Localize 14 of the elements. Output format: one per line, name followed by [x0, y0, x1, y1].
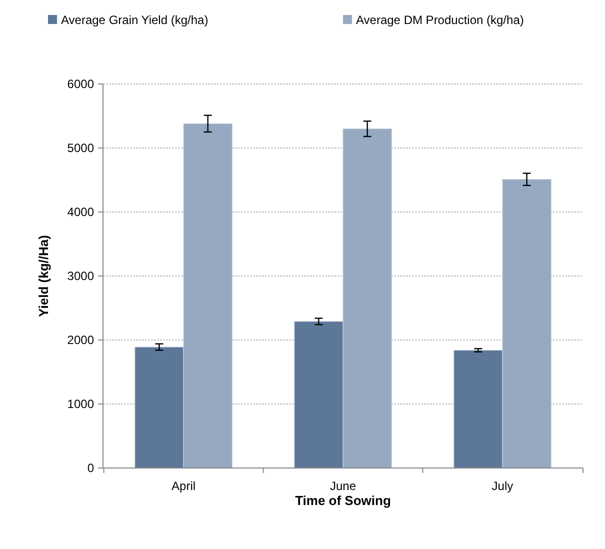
x-tick-label: June — [330, 479, 356, 493]
x-tick-label: April — [172, 479, 196, 493]
y-tick-label: 4000 — [67, 205, 94, 220]
y-tick-label: 1000 — [67, 397, 94, 412]
legend-label: Average Grain Yield (kg/ha) — [61, 13, 208, 27]
x-axis-title: Time of Sowing — [295, 493, 391, 508]
y-tick-label: 2000 — [67, 333, 94, 348]
y-tick-label: 6000 — [67, 77, 94, 92]
y-tick-label: 5000 — [67, 141, 94, 156]
y-tick-label: 3000 — [67, 269, 94, 284]
y-axis-title: Yield (kg//Ha) — [36, 235, 51, 317]
x-tick-label: July — [492, 479, 514, 493]
y-tick-label: 0 — [87, 461, 94, 476]
legend-label: Average DM Production (kg/ha) — [356, 13, 524, 27]
